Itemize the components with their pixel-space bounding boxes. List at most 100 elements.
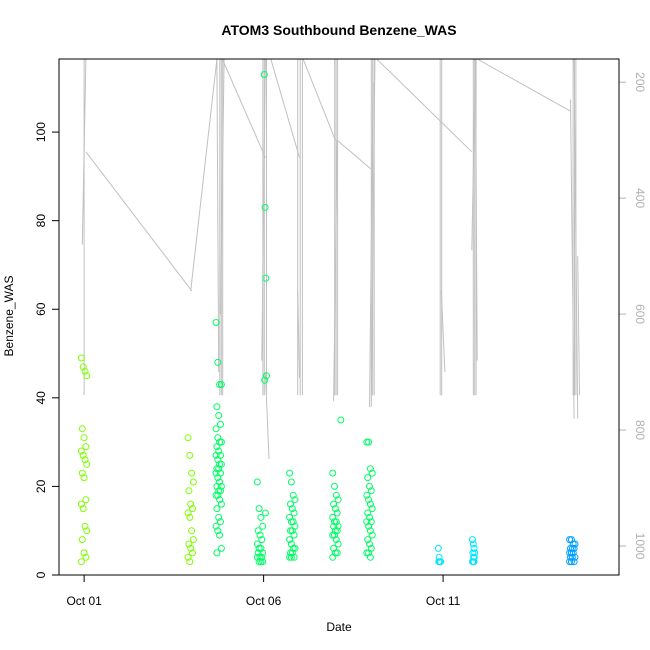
data-point	[567, 558, 575, 566]
data-point	[255, 505, 263, 513]
data-point	[216, 531, 224, 539]
data-point	[254, 527, 262, 535]
secondary-line-segment	[264, 372, 270, 460]
data-point	[188, 469, 196, 477]
data-point	[365, 496, 373, 504]
secondary-line-segment	[376, 58, 473, 153]
data-point	[287, 478, 295, 486]
data-point	[81, 522, 89, 530]
data-point	[212, 522, 220, 530]
data-point	[78, 469, 86, 477]
data-point	[185, 540, 193, 548]
data-point	[290, 553, 298, 561]
data-point	[253, 540, 261, 548]
data-point	[261, 376, 269, 384]
data-point	[368, 531, 376, 539]
data-point	[470, 553, 478, 561]
data-point	[217, 518, 224, 526]
data-point	[329, 513, 337, 521]
data-point	[291, 496, 299, 504]
data-point	[469, 540, 477, 548]
data-point	[82, 553, 90, 561]
data-point	[214, 434, 222, 442]
right-tick-label: 1000	[633, 533, 647, 560]
data-point	[77, 354, 85, 362]
y-axis-label: Benzene_WAS	[2, 276, 16, 357]
data-point	[212, 469, 220, 477]
data-point	[290, 509, 298, 517]
data-point	[212, 425, 220, 433]
data-point	[287, 500, 294, 508]
x-axis-label: Date	[326, 620, 352, 634]
data-point	[189, 478, 197, 486]
data-point	[288, 505, 296, 513]
data-point	[470, 544, 478, 552]
x-tick-label: Oct 11	[426, 594, 461, 608]
data-point	[216, 496, 224, 504]
data-point	[337, 416, 345, 424]
data-point	[83, 527, 91, 535]
data-point	[368, 505, 376, 513]
data-point	[289, 518, 297, 526]
chart-title: ATOM3 Southbound Benzene_WAS	[221, 22, 456, 38]
data-point	[77, 558, 85, 566]
data-point	[213, 549, 221, 557]
data-point	[332, 491, 340, 499]
y-axis: 0 20 40 60 80 100	[34, 122, 60, 578]
data-point	[571, 553, 579, 561]
data-point	[213, 505, 221, 513]
data-point	[332, 536, 340, 544]
data-point	[214, 491, 222, 499]
data-point	[257, 513, 265, 521]
right-axis: 200 400 600 800 1000	[618, 72, 647, 560]
data-point	[286, 513, 294, 521]
x-tick-label: Oct 06	[246, 594, 282, 608]
data-point	[217, 381, 225, 388]
data-point	[567, 536, 575, 544]
data-point	[286, 536, 294, 544]
data-point	[253, 553, 261, 561]
secondary-line-segment	[221, 58, 266, 158]
data-point	[187, 544, 195, 552]
data-point	[80, 549, 88, 557]
y-tick-label: 100	[34, 122, 48, 142]
data-point	[214, 358, 222, 366]
data-point	[363, 518, 371, 526]
data-point	[334, 540, 342, 548]
data-point	[330, 500, 338, 508]
secondary-line-segment	[270, 58, 300, 158]
plot-frame	[58, 58, 620, 576]
data-point	[215, 513, 223, 521]
data-point	[83, 460, 91, 468]
data-point	[260, 71, 268, 78]
data-point	[363, 491, 371, 499]
data-point	[213, 443, 221, 451]
data-point	[217, 438, 225, 446]
y-tick-label: 60	[34, 302, 48, 316]
data-point	[287, 553, 295, 561]
data-point	[253, 478, 261, 486]
right-tick-label: 600	[633, 304, 647, 324]
data-point	[213, 403, 221, 411]
data-point	[82, 496, 90, 504]
data-point	[330, 544, 338, 552]
data-point	[184, 553, 192, 561]
data-point	[217, 420, 224, 428]
data-point	[79, 363, 87, 371]
data-point	[79, 451, 87, 459]
data-point	[254, 549, 262, 557]
data-point	[83, 372, 91, 380]
data-point	[185, 487, 193, 495]
data-point	[81, 456, 89, 464]
secondary-line-segment	[577, 256, 580, 396]
data-point	[330, 522, 338, 530]
secondary-line-segment	[190, 58, 218, 291]
data-point	[258, 536, 266, 544]
data-point	[81, 367, 89, 375]
data-point	[82, 443, 90, 451]
data-point	[288, 527, 296, 535]
data-point	[189, 549, 196, 557]
data-point	[212, 319, 220, 326]
data-point	[186, 558, 194, 566]
